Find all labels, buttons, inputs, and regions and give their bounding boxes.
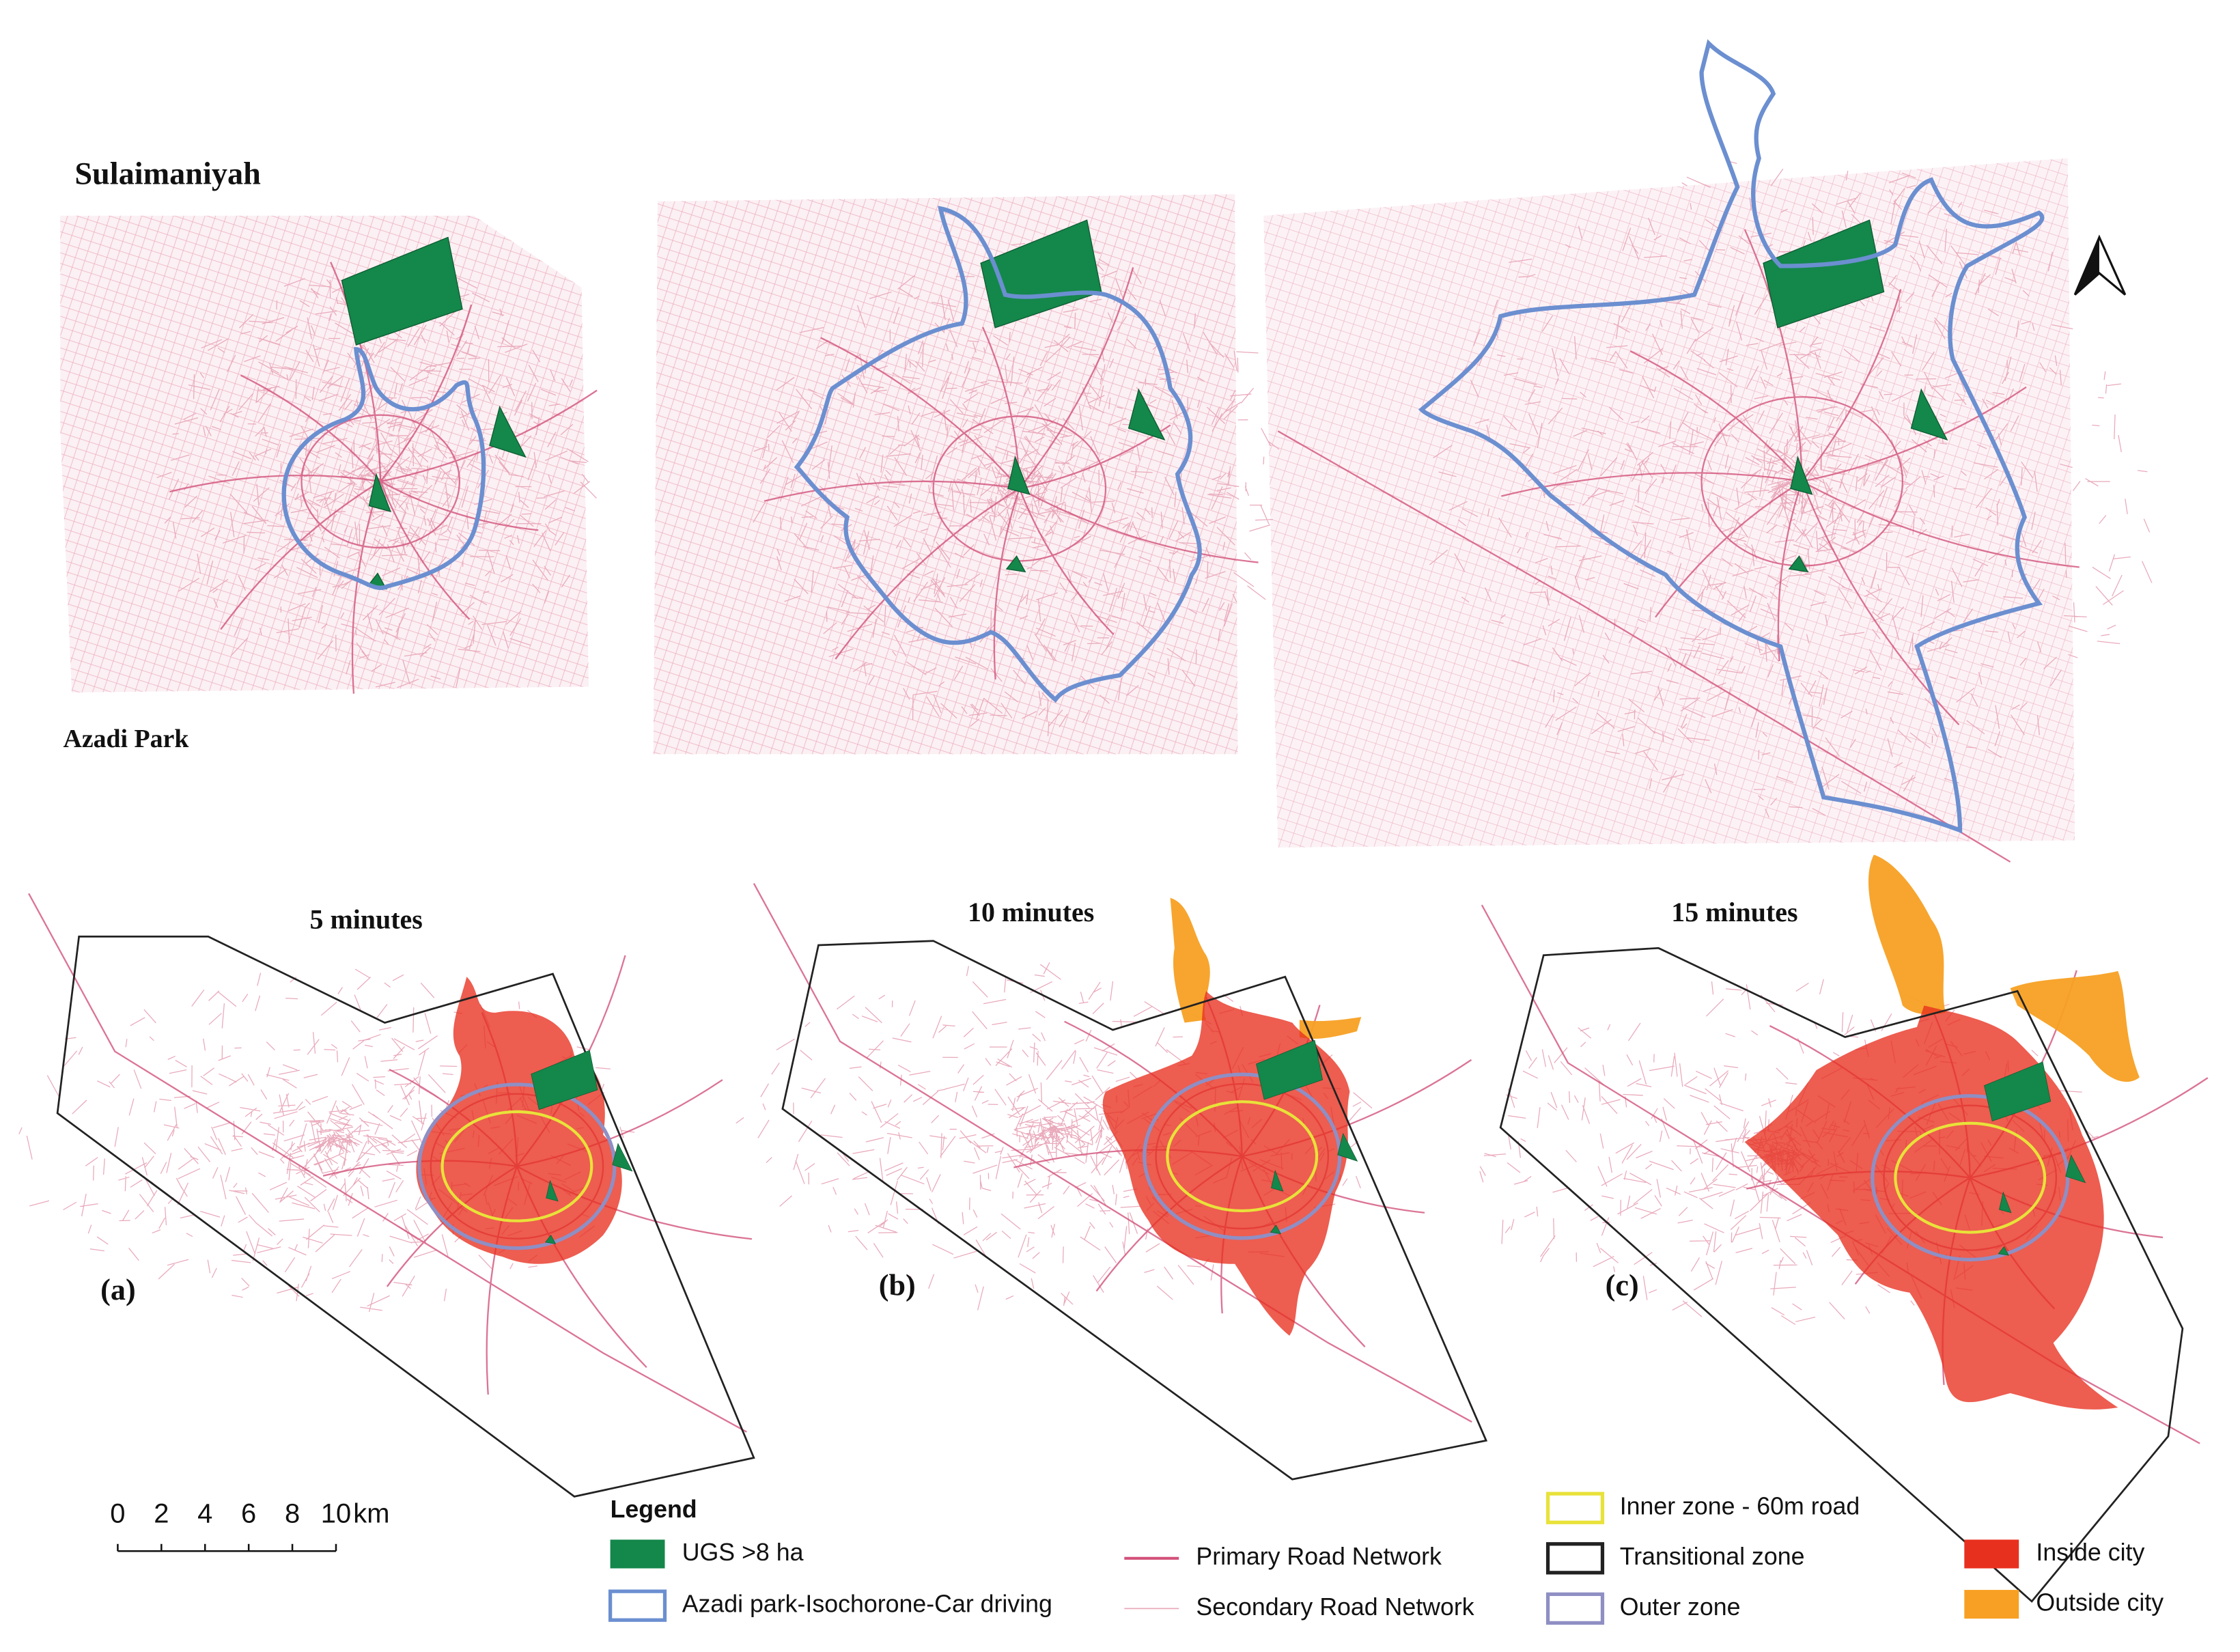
ugs-parks bbox=[341, 236, 527, 590]
legend-label: Inside city bbox=[2036, 1539, 2144, 1566]
transitional-zone bbox=[1499, 947, 2184, 1603]
panel-label: (c) bbox=[1606, 1269, 1639, 1302]
secondary-roads bbox=[753, 242, 1280, 737]
park bbox=[1763, 219, 1885, 328]
legend-label: UGS >8 ha bbox=[682, 1539, 804, 1566]
scale-tick-label: 10 bbox=[321, 1498, 351, 1528]
outside-city bbox=[1170, 897, 1362, 1039]
park bbox=[531, 1050, 598, 1110]
city-area bbox=[60, 215, 589, 692]
primary-roads bbox=[764, 267, 1259, 680]
park bbox=[544, 1234, 557, 1244]
scale-tick-label: 0 bbox=[110, 1498, 125, 1528]
isochrone bbox=[281, 347, 486, 590]
legend-label: Secondary Road Network bbox=[1196, 1593, 1474, 1621]
legend-title: Legend bbox=[611, 1496, 697, 1523]
scale-tick-label: 4 bbox=[197, 1498, 212, 1528]
inner-zone bbox=[1894, 1121, 2047, 1234]
legend-label: Outside city bbox=[2036, 1589, 2164, 1616]
panel-time: 15 minutes bbox=[1671, 897, 1797, 927]
scale-tick-label: 6 bbox=[241, 1498, 256, 1528]
park bbox=[489, 405, 527, 458]
primary-roads bbox=[1277, 229, 2080, 863]
park bbox=[1337, 1132, 1358, 1162]
map-title: Sulaimaniyah bbox=[74, 157, 261, 192]
legend-swatch bbox=[1545, 1592, 1605, 1625]
park bbox=[1999, 1191, 2012, 1214]
park bbox=[1984, 1061, 2052, 1122]
transitional-zone bbox=[781, 940, 1488, 1481]
legend-label: Transitional zone bbox=[1620, 1543, 1805, 1570]
park bbox=[1005, 555, 1026, 573]
park bbox=[612, 1143, 633, 1172]
outer-zone bbox=[1143, 1072, 1342, 1240]
park bbox=[1271, 1169, 1284, 1192]
park bbox=[1128, 388, 1166, 440]
park bbox=[1256, 1039, 1324, 1100]
ugs-parks bbox=[1984, 1061, 2086, 1256]
park bbox=[341, 236, 463, 346]
ugs-parks bbox=[1256, 1039, 1358, 1235]
inner-zone bbox=[1166, 1100, 1319, 1213]
scale-tick-label: 8 bbox=[285, 1498, 300, 1528]
isochrone bbox=[794, 206, 1202, 703]
legend-swatch bbox=[608, 1589, 667, 1622]
map-subtitle: Azadi Park bbox=[64, 725, 189, 753]
outside-city bbox=[1868, 854, 2140, 1082]
primary-roads bbox=[169, 262, 598, 694]
park bbox=[2065, 1154, 2086, 1184]
primary-roads bbox=[753, 883, 1472, 1423]
park bbox=[368, 473, 391, 512]
scale-tick-label: 2 bbox=[154, 1498, 169, 1528]
inner-zone bbox=[440, 1110, 593, 1222]
legend-label: Azadi park-Isochorone-Car driving bbox=[682, 1591, 1052, 1618]
park bbox=[1007, 455, 1031, 495]
city-area bbox=[653, 194, 1238, 755]
ugs-parks bbox=[531, 1050, 633, 1244]
park bbox=[1910, 388, 1948, 440]
outer-zone bbox=[417, 1082, 617, 1250]
legend-swatch bbox=[1545, 1492, 1605, 1524]
inside-city bbox=[416, 977, 622, 1264]
legend-swatch bbox=[1964, 1590, 2019, 1619]
north-arrow bbox=[2075, 237, 2099, 295]
park bbox=[1998, 1246, 2010, 1256]
ugs-parks bbox=[1763, 219, 1948, 573]
park bbox=[1790, 455, 1813, 495]
legend-swatch bbox=[1545, 1542, 1605, 1575]
panel-label: (a) bbox=[100, 1273, 135, 1306]
park bbox=[1788, 555, 1809, 573]
legend-swatch bbox=[1964, 1539, 2019, 1569]
secondary-roads bbox=[1429, 160, 2153, 818]
legend-label: Inner zone - 60m road bbox=[1620, 1493, 1860, 1520]
panel-time: 5 minutes bbox=[309, 904, 422, 935]
legend-label: Primary Road Network bbox=[1196, 1543, 1442, 1570]
isochrone bbox=[1418, 39, 2045, 834]
legend-label: Outer zone bbox=[1620, 1593, 1741, 1621]
park bbox=[1270, 1224, 1282, 1235]
legend-swatch bbox=[610, 1539, 665, 1569]
outer-zone bbox=[1871, 1094, 2070, 1262]
transitional-zone bbox=[56, 936, 755, 1498]
scale-unit: km bbox=[353, 1498, 389, 1528]
panel-time: 10 minutes bbox=[968, 897, 1094, 927]
park bbox=[546, 1179, 559, 1202]
panel-label: (b) bbox=[879, 1269, 916, 1302]
primary-roads bbox=[28, 893, 753, 1433]
city-area bbox=[1263, 158, 2075, 848]
